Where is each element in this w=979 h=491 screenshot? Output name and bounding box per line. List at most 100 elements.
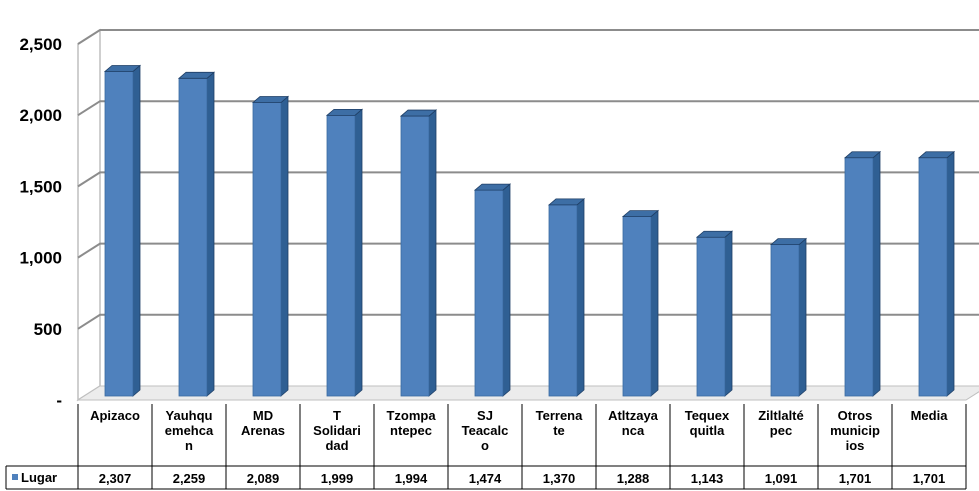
value-label: 1,370 (543, 471, 576, 486)
category-label: ios (846, 438, 865, 453)
category-label: emehca (165, 423, 214, 438)
bar-top (917, 151, 956, 159)
bar (325, 108, 364, 397)
bar-front (326, 114, 356, 397)
value-label: 2,307 (99, 471, 132, 486)
bar-top (177, 71, 216, 79)
category-label: Teacalc (462, 423, 509, 438)
bar-top (325, 108, 364, 116)
bar-top (473, 183, 512, 191)
bar-side (946, 150, 955, 397)
value-label: 2,259 (173, 471, 206, 486)
category-label: Tzompa (386, 408, 436, 423)
bar (621, 209, 660, 397)
bar-side (428, 109, 437, 397)
bar (843, 150, 882, 397)
category-label: Otros (838, 408, 873, 423)
bar-top (103, 65, 142, 72)
value-label: 1,288 (617, 471, 650, 486)
value-label: 1,474 (469, 471, 502, 486)
bar-side (132, 64, 141, 397)
legend-swatch (12, 474, 18, 480)
category-label: Arenas (241, 423, 285, 438)
bar-front (548, 204, 578, 397)
category-label: nca (622, 423, 645, 438)
bar-side (798, 237, 807, 397)
y-tick-label: 500 (34, 320, 62, 339)
bar-top (621, 210, 660, 217)
value-label: 1,143 (691, 471, 724, 486)
value-label: 1,091 (765, 471, 798, 486)
category-label: quitla (690, 423, 725, 438)
y-tick-label: 1,500 (19, 177, 62, 196)
bar-front (474, 189, 504, 397)
category-label: n (185, 438, 193, 453)
gridline (77, 29, 979, 45)
bar (473, 183, 512, 397)
bar-front (844, 157, 874, 397)
bar-front (696, 236, 726, 397)
value-label: 1,701 (913, 471, 946, 486)
y-tick-label: 2,500 (19, 35, 62, 54)
category-label: SJ (477, 408, 493, 423)
gridline (77, 242, 979, 259)
bar-top (399, 109, 438, 117)
category-label: te (553, 423, 565, 438)
bar (177, 71, 216, 397)
y-tick-label: - (56, 391, 62, 410)
bar-top (843, 151, 882, 159)
bar-top (769, 238, 808, 246)
category-label: Media (911, 408, 949, 423)
bar-side (280, 95, 289, 397)
bars (103, 64, 956, 397)
bar-side (872, 150, 881, 397)
value-label: 2,089 (247, 471, 280, 486)
bar-side (724, 230, 733, 397)
bar-front (400, 115, 430, 397)
value-label: 1,999 (321, 471, 354, 486)
bar (103, 64, 142, 397)
category-label: Atltzaya (608, 408, 659, 423)
gridlines (77, 29, 979, 330)
category-label: Tequex (685, 408, 730, 423)
left-wall (77, 28, 101, 402)
legend-label: Lugar (21, 470, 57, 485)
gridline (77, 171, 979, 188)
category-label: Apizaco (90, 408, 140, 423)
bar-side (576, 198, 585, 397)
value-label: 1,701 (839, 471, 872, 486)
bar-front (104, 71, 134, 397)
category-label: municip (830, 423, 880, 438)
category-label: MD (253, 408, 273, 423)
bar (917, 150, 956, 397)
value-label: 1,994 (395, 471, 428, 486)
category-label: T (333, 408, 341, 423)
y-axis-tick-labels: - 500 1,000 1,500 2,000 2,500 (19, 35, 62, 410)
bar (695, 230, 734, 397)
gridline (77, 313, 979, 330)
category-label: Solidari (313, 423, 361, 438)
category-label: Ziltlalté (758, 408, 804, 423)
category-label: pec (770, 423, 792, 438)
bar-front (770, 244, 800, 397)
bar-front (622, 216, 652, 397)
bar-top (695, 230, 734, 238)
bar-top (547, 198, 586, 206)
bar-top (251, 96, 290, 103)
bar-front (178, 77, 208, 397)
category-label: ntepec (390, 423, 432, 438)
floor (76, 385, 979, 401)
category-label: Terrena (536, 408, 583, 423)
bar (399, 109, 438, 397)
category-label: dad (325, 438, 348, 453)
bar-side (354, 108, 363, 397)
category-label: Yauhqu (166, 408, 213, 423)
bar (251, 95, 290, 397)
gridline (77, 100, 979, 117)
bar-front (252, 102, 282, 397)
bar (769, 237, 808, 397)
y-tick-label: 2,000 (19, 106, 62, 125)
chart-walls (76, 28, 979, 402)
bar-side (206, 71, 215, 397)
